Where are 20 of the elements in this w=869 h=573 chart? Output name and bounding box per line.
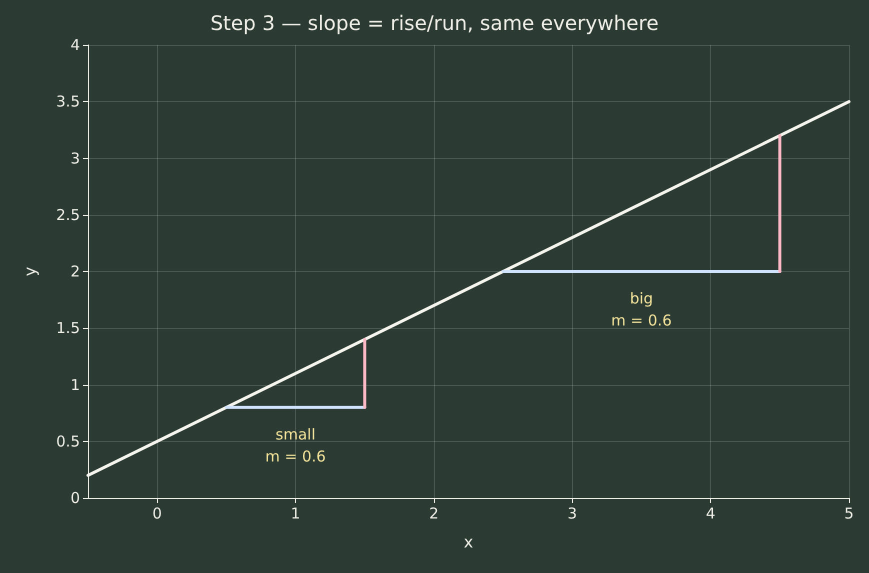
y-axis-title: y: [20, 266, 40, 276]
chart-title: Step 3 — slope = rise/run, same everywhere: [210, 11, 659, 35]
y-tick-label: 0: [70, 489, 80, 507]
y-tick-label: 2: [70, 262, 80, 280]
x-tick-label: 4: [706, 504, 716, 522]
y-tick-label: 0.5: [56, 432, 80, 450]
annotation: small m = 0.6: [265, 425, 326, 466]
x-axis-title: x: [464, 532, 474, 552]
x-tick-label: 2: [429, 504, 439, 522]
x-tick-label: 1: [290, 504, 300, 522]
x-tick-label: 0: [152, 504, 162, 522]
y-tick-label: 2.5: [56, 206, 80, 224]
y-tick-label: 4: [70, 36, 80, 54]
y-tick-label: 3: [70, 149, 80, 168]
x-tick-label: 5: [844, 504, 854, 522]
annotation: big m = 0.6: [611, 290, 672, 330]
y-tick-label: 1: [70, 376, 80, 394]
y-tick-label: 3.5: [56, 92, 80, 111]
y-tick-label: 1.5: [56, 319, 80, 338]
x-tick-label: 3: [568, 504, 578, 522]
